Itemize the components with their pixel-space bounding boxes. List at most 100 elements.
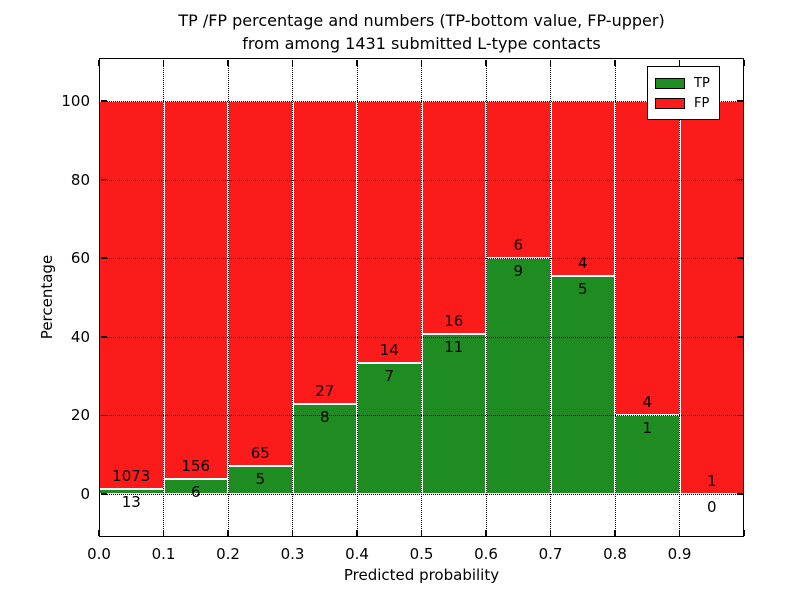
x-tick-label: 0.7 (538, 545, 563, 563)
y-tick-mark (100, 414, 107, 417)
fp-count-label: 1 (706, 471, 717, 490)
chart-title-line1: TP /FP percentage and numbers (TP-bottom… (178, 11, 665, 30)
tp-bar-segment (486, 258, 551, 494)
tp-bar-segment (550, 275, 615, 494)
y-tick-mark (100, 257, 107, 259)
gridline-horizontal (99, 493, 744, 495)
x-tick-mark (227, 529, 229, 536)
y-tick-mark (736, 493, 743, 495)
gridline-horizontal (99, 179, 744, 181)
fp-legend-label: FP (694, 95, 710, 111)
x-tick-mark (291, 59, 294, 66)
x-axis-label: Predicted probability (343, 566, 500, 584)
x-tick-mark (549, 59, 552, 66)
tp-count-label: 9 (513, 262, 524, 281)
x-tick-mark (678, 529, 681, 536)
x-tick-mark (549, 529, 552, 536)
x-tick-label: 0.2 (216, 545, 240, 563)
gridline-vertical (356, 58, 358, 537)
y-tick-mark (100, 336, 107, 338)
gridline-vertical (292, 58, 293, 537)
fp-bar-segment (292, 101, 357, 405)
y-tick-mark (736, 100, 743, 102)
y-tick-label: 80 (70, 170, 90, 189)
fp-count-label: 16 (444, 311, 464, 330)
x-tick-mark (614, 59, 616, 66)
fp-bar-segment (99, 101, 164, 490)
y-tick-mark (736, 257, 743, 259)
x-tick-mark (162, 529, 165, 536)
y-tick-mark (736, 414, 743, 417)
x-tick-mark (291, 529, 294, 536)
fp-count-label: 4 (642, 393, 653, 412)
gridline-horizontal (99, 101, 744, 103)
y-axis-label: Percentage (38, 254, 56, 340)
x-tick-mark (485, 59, 487, 66)
x-tick-label: 0.3 (280, 545, 305, 563)
tp-count-label: 11 (444, 337, 464, 356)
gridline-horizontal (99, 336, 744, 338)
tp-count-label: 6 (190, 483, 201, 502)
y-tick-label: 100 (61, 92, 90, 111)
x-tick-mark (678, 59, 681, 66)
y-tick-mark (100, 493, 107, 495)
fp-count-label: 156 (181, 457, 211, 476)
fp-count-label: 4 (577, 253, 588, 272)
x-tick-label: 0.1 (151, 545, 176, 563)
gridline-vertical (227, 58, 229, 537)
tp-count-label: 0 (706, 497, 717, 516)
tp-bar-segment (421, 333, 486, 494)
fp-bar-segment (550, 101, 615, 276)
y-tick-mark (736, 336, 743, 338)
tp-legend-label: TP (694, 75, 710, 91)
gridline-vertical (550, 58, 551, 537)
x-tick-label: 0.4 (345, 545, 369, 563)
tp-count-label: 5 (255, 469, 266, 488)
x-tick-mark (162, 59, 165, 66)
tp-count-label: 7 (384, 366, 395, 385)
legend-entry-fp: FP (655, 93, 710, 113)
fp-bar-segment (357, 101, 422, 363)
gridline-vertical (485, 58, 487, 537)
fp-legend-swatch (655, 97, 685, 109)
fp-bar-segment (421, 101, 486, 334)
gridline-vertical (614, 58, 616, 537)
legend: TP FP (647, 66, 720, 120)
gridline-horizontal (99, 258, 744, 260)
y-tick-label: 0 (80, 484, 90, 503)
tp-legend-swatch (655, 77, 685, 89)
fp-bar-segment (163, 101, 228, 480)
x-tick-mark (356, 529, 358, 536)
tp-count-label: 8 (319, 408, 330, 427)
x-tick-mark (614, 529, 616, 536)
y-tick-mark (100, 100, 107, 102)
fp-count-label: 6 (513, 236, 524, 255)
fp-count-label: 65 (250, 443, 270, 462)
fp-bar-segment (679, 101, 744, 494)
fp-bar-segment (228, 101, 293, 466)
x-tick-mark (420, 529, 423, 536)
gridline-horizontal (99, 415, 744, 417)
tp-count-label: 5 (577, 279, 588, 298)
chart-title-line2: from among 1431 submitted L-type contact… (242, 34, 601, 53)
x-tick-mark (356, 59, 358, 66)
y-tick-label: 60 (70, 249, 90, 268)
x-tick-mark (98, 59, 100, 66)
fp-count-label: 27 (315, 382, 335, 401)
y-tick-label: 40 (70, 327, 90, 346)
legend-entry-tp: TP (655, 73, 710, 93)
x-tick-mark (743, 529, 745, 536)
tp-count-label: 1 (642, 419, 653, 438)
x-tick-mark (227, 59, 229, 66)
x-tick-mark (743, 59, 745, 66)
tp-count-label: 13 (121, 493, 141, 512)
x-tick-mark (98, 529, 100, 536)
x-tick-label: 0.6 (474, 545, 498, 563)
x-tick-label: 0.0 (87, 545, 111, 563)
fp-count-label: 14 (379, 340, 399, 359)
x-tick-label: 0.5 (409, 545, 434, 563)
y-tick-mark (736, 178, 743, 181)
gridline-vertical (679, 58, 680, 537)
chart-title: TP /FP percentage and numbers (TP-bottom… (99, 9, 744, 55)
